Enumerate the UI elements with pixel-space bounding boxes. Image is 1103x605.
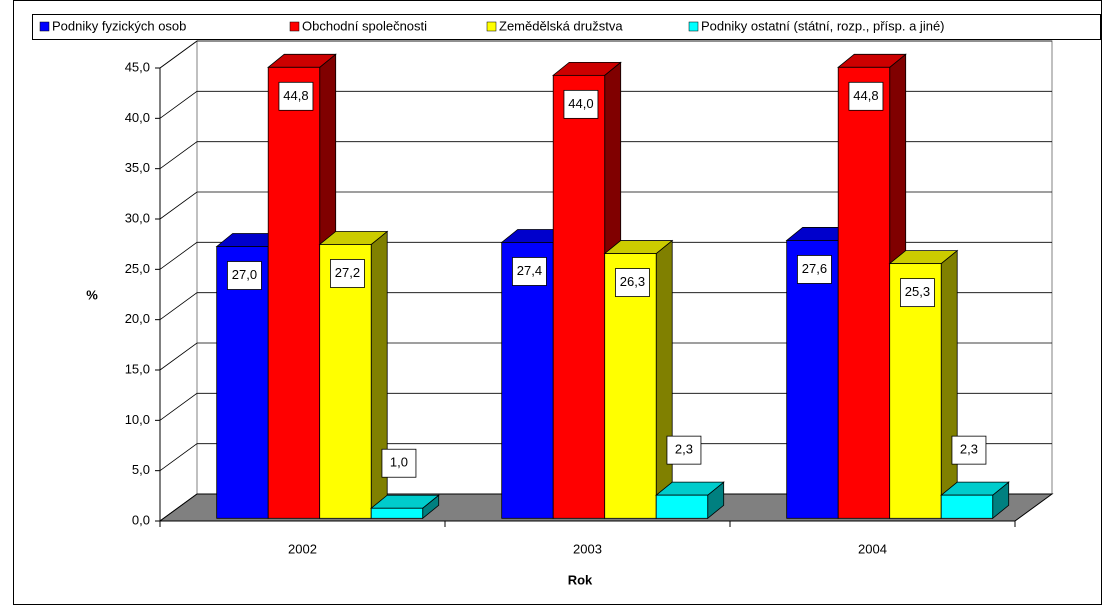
- y-tick-label: 30,0: [125, 210, 150, 225]
- value-label-box: [797, 255, 832, 284]
- bar: [370, 507, 424, 519]
- legend-swatch: [289, 21, 300, 32]
- value-label: 44,8: [853, 88, 878, 103]
- side-wall: [159, 40, 198, 522]
- y-tick-label: 45,0: [125, 59, 150, 74]
- legend-label: Podniky fyzických osob: [52, 18, 186, 33]
- value-label: 27,4: [517, 263, 542, 278]
- bar: [552, 74, 606, 519]
- y-tick-label: 0,0: [132, 512, 150, 527]
- bar-side: [940, 249, 958, 520]
- y-tick-label: 15,0: [125, 361, 150, 376]
- bar-group: [370, 494, 440, 520]
- value-label-box: [512, 257, 547, 286]
- value-label-box: [666, 435, 702, 465]
- value-label-box: [951, 435, 987, 465]
- y-tick-label: 25,0: [125, 261, 150, 276]
- bar: [267, 66, 321, 519]
- grid-line: [159, 292, 1052, 320]
- bar: [837, 66, 891, 519]
- value-label-box: [848, 81, 884, 111]
- value-label: 2,3: [675, 442, 693, 457]
- grid-line: [159, 342, 1052, 371]
- grid-line: [159, 141, 1052, 169]
- bar-group: [318, 230, 389, 520]
- legend-label: Zemědělská družstva: [499, 18, 623, 33]
- value-label: 25,3: [905, 284, 930, 299]
- value-label-box: [330, 259, 365, 288]
- value-label: 27,6: [802, 261, 827, 276]
- grid-line: [159, 392, 1052, 421]
- value-label: 27,0: [232, 267, 257, 282]
- x-tick-label: 2002: [288, 541, 317, 556]
- x-tick-label: 2004: [858, 541, 887, 556]
- legend-swatch: [486, 21, 497, 32]
- x-axis-label: Rok: [568, 572, 593, 587]
- grid-line: [159, 90, 1052, 119]
- y-tick-label: 10,0: [125, 412, 150, 427]
- value-label: 26,3: [620, 274, 645, 289]
- grid-line: [159, 443, 1052, 471]
- value-label: 44,8: [283, 88, 308, 103]
- value-label-box: [227, 261, 262, 290]
- y-tick-label: 35,0: [125, 160, 150, 175]
- value-label: 1,0: [390, 455, 408, 470]
- y-tick-label: 20,0: [125, 311, 150, 326]
- legend-label: Obchodní společnosti: [302, 18, 427, 33]
- grid-line: [159, 241, 1052, 270]
- value-label: 2,3: [960, 442, 978, 457]
- y-axis-label: %: [86, 287, 98, 302]
- value-label-box: [615, 268, 650, 297]
- legend-label: Podniky ostatní (státní, rozp., přísp. a…: [701, 18, 945, 33]
- y-tick-label: 40,0: [125, 110, 150, 125]
- grid-line: [159, 40, 1052, 69]
- bar-group: [655, 481, 725, 520]
- value-label-box: [278, 81, 314, 111]
- grid-line: [159, 191, 1052, 220]
- y-tick-label: 5,0: [132, 462, 150, 477]
- value-label-box: [563, 89, 599, 119]
- legend-swatch: [39, 21, 50, 32]
- value-label: 27,2: [335, 265, 360, 280]
- bar-side: [655, 239, 673, 520]
- bar: [319, 244, 372, 519]
- legend-swatch: [688, 21, 699, 32]
- legend-box: [32, 14, 1101, 40]
- bar-group: [940, 481, 1010, 520]
- bar: [940, 494, 994, 519]
- bar: [786, 240, 839, 519]
- legend: Podniky fyzických osob Obchodní společnos…: [32, 14, 1101, 40]
- bar: [655, 494, 709, 519]
- bar: [604, 253, 657, 519]
- value-label-box: [900, 278, 935, 308]
- value-label-box: [381, 448, 417, 478]
- value-label: 44,0: [568, 96, 593, 111]
- x-tick-label: 2003: [573, 541, 602, 556]
